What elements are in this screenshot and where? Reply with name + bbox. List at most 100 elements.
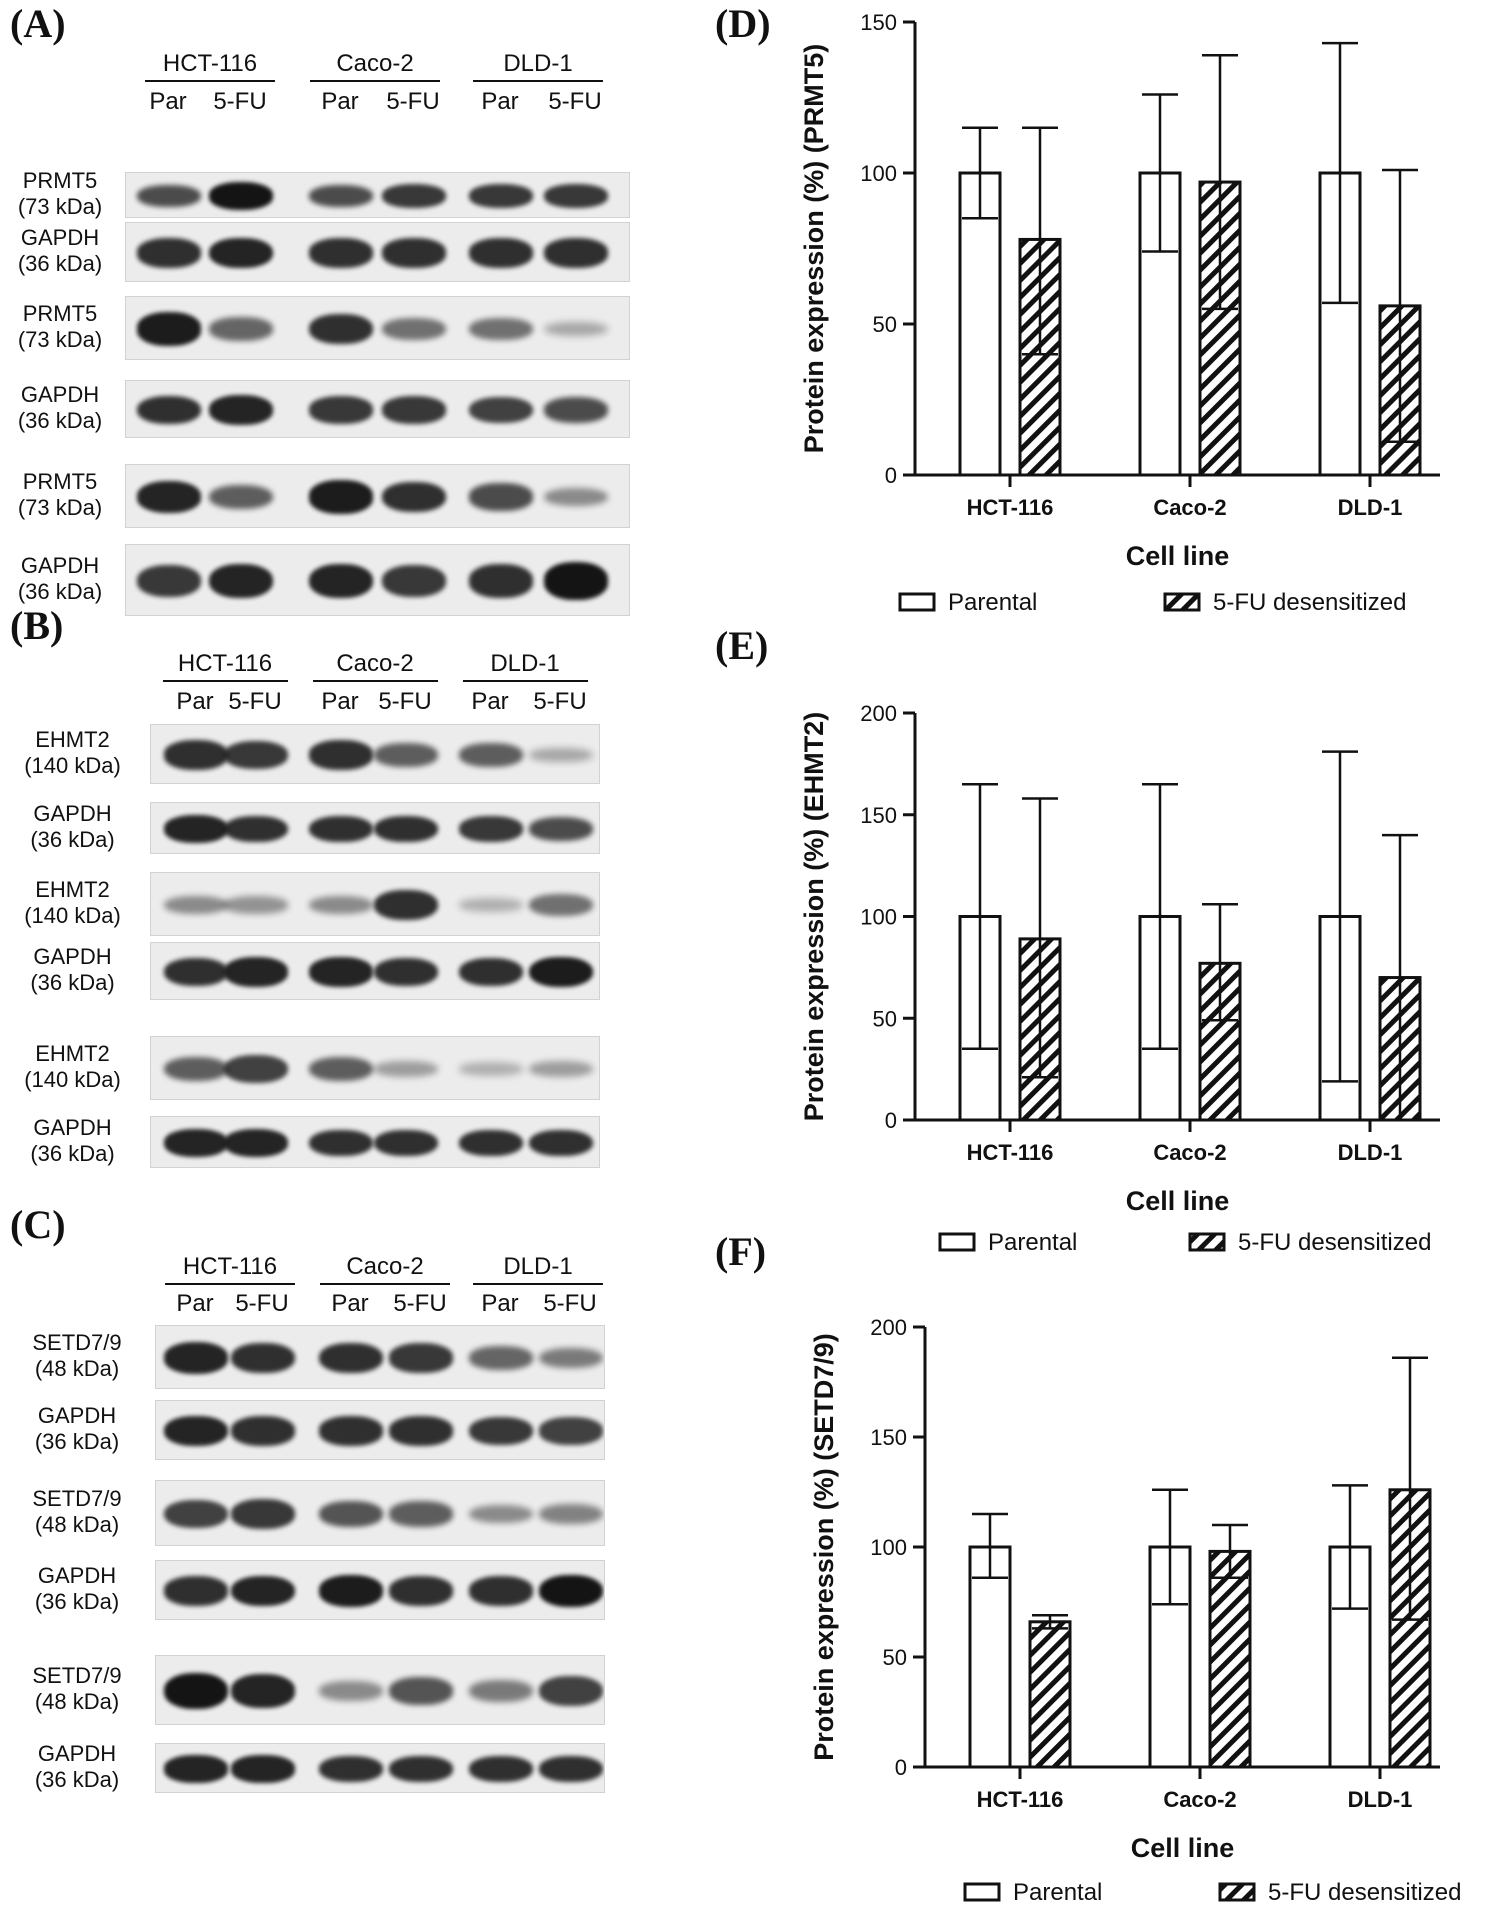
blot-band <box>164 1129 228 1157</box>
blot-lane-label: Par <box>481 88 519 115</box>
blot-row-label: SETD7/9 (48 kDa) <box>12 1330 142 1382</box>
blot-band <box>209 237 273 269</box>
blot-group-underline <box>165 1283 295 1285</box>
blot-band <box>374 743 438 767</box>
blot-group-header: Caco-2 <box>336 50 414 77</box>
blot-row-label: EHMT2 (140 kDa) <box>10 727 135 779</box>
legend-swatch <box>963 1882 1001 1902</box>
blot-band <box>164 815 228 843</box>
blot-band <box>309 238 373 268</box>
panel-label-d: (D) <box>715 1 771 46</box>
blot-lane-label: 5-FU <box>378 688 432 715</box>
blot-row-label: GAPDH (36 kDa) <box>5 553 115 605</box>
blot-lane-label: 5-FU <box>228 688 282 715</box>
blot-group-underline <box>145 80 275 82</box>
blot-group-underline <box>312 680 438 682</box>
blot-membrane-strip <box>150 872 600 936</box>
blot-band <box>382 184 446 208</box>
blot-band <box>209 395 273 425</box>
blot-molecular-weight: (36 kDa) <box>34 1429 120 1454</box>
blot-band <box>374 1129 438 1157</box>
blot-band <box>544 321 608 337</box>
x-tick-label: HCT-116 <box>967 1140 1054 1165</box>
blot-molecular-weight: (36 kDa) <box>17 408 103 433</box>
blot-row-label: GAPDH (36 kDa) <box>12 1563 142 1615</box>
blot-band <box>209 317 273 341</box>
legend-swatch <box>1188 1232 1226 1252</box>
blot-protein-name: PRMT5 <box>22 469 98 494</box>
blot-band <box>164 895 228 915</box>
blot-row-label: EHMT2 (140 kDa) <box>10 877 135 929</box>
blot-band <box>529 1060 593 1078</box>
blot-band <box>382 238 446 268</box>
blot-band <box>539 1574 603 1608</box>
blot-protein-name: GAPDH <box>20 225 100 250</box>
blot-band <box>309 563 373 599</box>
blot-band <box>231 1674 295 1708</box>
blot-group-header: DLD-1 <box>503 1253 573 1280</box>
blot-band <box>309 313 373 345</box>
blot-lane-label: Par <box>481 1290 519 1317</box>
blot-band <box>539 1503 603 1524</box>
blot-group-header: DLD-1 <box>503 50 573 77</box>
panel-label-f: (F) <box>715 1229 767 1274</box>
y-axis-label: Protein expression (%) (SETD7/9) <box>809 1333 839 1761</box>
blot-lane-label: Par <box>176 688 214 715</box>
x-tick-label: DLD-1 <box>1348 1787 1413 1812</box>
blot-membrane-strip <box>155 1655 605 1725</box>
blot-lane-label: 5-FU <box>386 88 440 115</box>
blot-lane-label: 5-FU <box>235 1290 289 1317</box>
blot-molecular-weight: (140 kDa) <box>24 753 121 778</box>
blot-band <box>469 1576 533 1606</box>
blot-band <box>539 1347 603 1369</box>
blot-band <box>539 1755 603 1783</box>
blot-protein-name: SETD7/9 <box>32 1486 122 1511</box>
blot-band <box>544 184 608 208</box>
blot-band <box>382 481 446 513</box>
blot-protein-name: GAPDH <box>33 944 112 969</box>
blot-band <box>389 1416 453 1446</box>
legend-label: Parental <box>1013 1879 1102 1906</box>
blot-protein-name: GAPDH <box>20 553 100 578</box>
blot-molecular-weight: (36 kDa) <box>34 1589 120 1614</box>
blot-band <box>137 565 201 597</box>
blot-band <box>224 1054 288 1084</box>
blot-lane-label: 5-FU <box>548 88 602 115</box>
y-tick-label: 100 <box>860 905 897 930</box>
bar-parental <box>958 171 1002 477</box>
blot-membrane-strip <box>155 1480 605 1546</box>
blot-band <box>164 1415 228 1447</box>
blot-row-label: GAPDH (36 kDa) <box>10 1115 135 1167</box>
x-axis-label: Cell line <box>1126 541 1230 571</box>
blot-lane-label: Par <box>331 1290 369 1317</box>
blot-lane-label: 5-FU <box>213 88 267 115</box>
x-tick-label: Caco-2 <box>1153 495 1226 520</box>
blot-band <box>389 1343 453 1373</box>
blot-band <box>469 1416 533 1446</box>
blot-band <box>319 1342 383 1374</box>
blot-protein-name: GAPDH <box>20 382 100 407</box>
blot-lane-label: 5-FU <box>393 1290 447 1317</box>
blot-band <box>231 1575 295 1607</box>
blot-protein-name: PRMT5 <box>22 301 98 326</box>
blot-lane-label: Par <box>321 688 359 715</box>
blot-band <box>319 1755 383 1783</box>
legend-swatch <box>898 592 936 612</box>
blot-molecular-weight: (36 kDa) <box>30 970 115 995</box>
y-axis-label: Protein expression (%) (EHMT2) <box>799 712 829 1122</box>
blot-membrane-strip <box>150 1036 600 1100</box>
blot-band <box>374 815 438 843</box>
x-tick-label: DLD-1 <box>1338 495 1403 520</box>
blot-band <box>224 1129 288 1157</box>
blot-band <box>459 743 523 767</box>
blot-band <box>309 480 373 514</box>
blot-protein-name: SETD7/9 <box>32 1330 122 1355</box>
blot-membrane-strip <box>125 296 630 360</box>
blot-band <box>459 1129 523 1157</box>
blot-membrane-strip <box>150 1116 600 1168</box>
blot-row-label: SETD7/9 (48 kDa) <box>12 1663 142 1715</box>
blot-band <box>389 1677 453 1705</box>
blot-molecular-weight: (36 kDa) <box>34 1767 120 1792</box>
blot-band <box>309 1056 373 1082</box>
x-axis-label: Cell line <box>1131 1833 1235 1863</box>
